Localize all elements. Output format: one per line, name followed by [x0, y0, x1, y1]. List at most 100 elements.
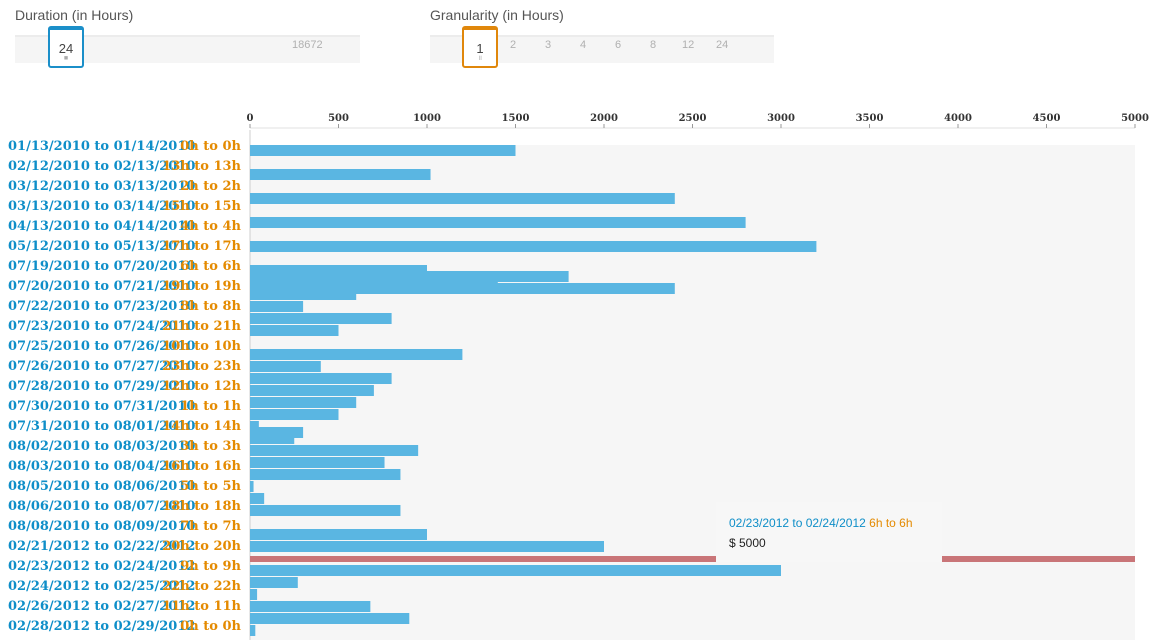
bar — [250, 349, 463, 360]
bar — [250, 457, 385, 468]
row-hour-label: 23h to 23h — [162, 359, 241, 374]
row-hour-label: 19h to 19h — [162, 279, 241, 294]
x-tick-label: 2000 — [590, 113, 618, 124]
granularity-option[interactable]: 4 — [580, 39, 587, 51]
x-tick-label: 4500 — [1033, 113, 1061, 124]
bar — [250, 427, 304, 438]
tooltip-value: $ 5000 — [729, 536, 766, 550]
granularity-slider-handle[interactable]: 1 ॥ — [462, 26, 498, 68]
granularity-option[interactable]: 2 — [510, 39, 517, 51]
row-hour-label: 1h to 1h — [180, 399, 241, 414]
row-hour-label: 10h to 10h — [162, 339, 241, 354]
row-date-label: 08/03/2010 to 08/04/2010 — [8, 459, 195, 474]
bar — [250, 283, 675, 294]
bar — [250, 373, 392, 384]
row-hour-label: 4h to 4h — [180, 219, 241, 234]
row-hour-label: 15h to 15h — [162, 199, 241, 214]
row-hour-label: 0h to 0h — [180, 619, 241, 634]
row-date-label: 07/26/2010 to 07/27/2010 — [8, 359, 195, 374]
row-date-label: 02/24/2012 to 02/25/2012 — [8, 579, 195, 594]
row-hour-label: 12h to 12h — [162, 379, 241, 394]
bar — [250, 601, 371, 612]
row-date-label: 02/12/2010 to 02/13/2010 — [8, 159, 195, 174]
bar — [250, 193, 675, 204]
bar — [250, 271, 569, 282]
row-date-label: 07/28/2010 to 07/29/2010 — [8, 379, 195, 394]
bar — [250, 481, 254, 492]
row-date-label: 07/23/2010 to 07/24/2010 — [8, 319, 195, 334]
tooltip-date: 02/23/2012 to 02/24/2012 — [729, 516, 866, 530]
granularity-option[interactable]: 6 — [615, 39, 622, 51]
x-tick-label: 1000 — [413, 113, 441, 124]
x-tick-label: 500 — [328, 113, 349, 124]
x-tick-label: 3500 — [856, 113, 884, 124]
bar — [250, 301, 304, 312]
tooltip-hours: 6h to 6h — [869, 516, 913, 530]
row-hour-label: 18h to 18h — [162, 499, 241, 514]
bar — [250, 325, 339, 336]
row-date-label: 07/19/2010 to 07/20/2010 — [8, 259, 195, 274]
row-date-label: 08/08/2010 to 08/09/2010 — [8, 519, 195, 534]
row-hour-label: 11h to 11h — [162, 599, 241, 614]
row-date-label: 07/20/2010 to 07/21/2010 — [8, 279, 195, 294]
row-date-label: 02/21/2012 to 02/22/2012 — [8, 539, 195, 554]
row-date-label: 05/12/2010 to 05/13/2010 — [8, 239, 195, 254]
grip-icon: ■ — [63, 55, 69, 62]
row-date-label: 02/26/2012 to 02/27/2012 — [8, 599, 195, 614]
row-date-label: 07/30/2010 to 07/31/2010 — [8, 399, 195, 414]
row-hour-label: 3h to 3h — [180, 439, 241, 454]
granularity-option[interactable]: 24 — [716, 39, 729, 51]
bar — [250, 265, 427, 276]
row-date-label: 03/12/2010 to 03/13/2010 — [8, 179, 195, 194]
x-tick-label: 5000 — [1121, 113, 1149, 124]
x-tick-label: 2500 — [679, 113, 707, 124]
row-hour-label: 21h to 21h — [162, 319, 241, 334]
duration-max-label: 18672 — [292, 39, 323, 51]
row-hour-label: 16h to 16h — [162, 459, 241, 474]
row-date-label: 08/02/2010 to 08/03/2010 — [8, 439, 195, 454]
bar — [250, 397, 357, 408]
bar — [250, 361, 321, 372]
bar — [250, 493, 265, 504]
row-hour-label: 8h to 8h — [180, 299, 241, 314]
row-hour-label: 2h to 2h — [180, 179, 241, 194]
bar — [250, 169, 431, 180]
bar — [250, 577, 298, 588]
bar — [250, 241, 817, 252]
row-date-label: 08/06/2010 to 08/07/2010 — [8, 499, 195, 514]
row-hour-label: 22h to 22h — [162, 579, 241, 594]
granularity-value: 1 — [476, 41, 484, 56]
row-hour-label: 7h to 7h — [180, 519, 241, 534]
bar — [250, 313, 392, 324]
granularity-option[interactable]: 8 — [650, 39, 657, 51]
x-tick-label: 0 — [247, 113, 254, 124]
bar-highlight — [250, 556, 1135, 562]
row-hour-label: 6h to 6h — [180, 259, 241, 274]
bar — [250, 385, 374, 396]
row-hour-label: 13h to 13h — [162, 159, 241, 174]
bar — [250, 613, 410, 624]
granularity-option[interactable]: 12 — [682, 39, 695, 51]
bar — [250, 217, 746, 228]
row-date-label: 07/25/2010 to 07/26/2010 — [8, 339, 195, 354]
row-date-label: 07/31/2010 to 08/01/2010 — [8, 419, 195, 434]
bar — [250, 445, 419, 456]
bar — [250, 409, 339, 420]
row-hour-label: 14h to 14h — [162, 419, 241, 434]
bar — [250, 421, 259, 432]
granularity-label: Granularity (in Hours) — [430, 7, 564, 23]
row-date-label: 01/13/2010 to 01/14/2010 — [8, 139, 195, 154]
row-hour-label: 17h to 17h — [162, 239, 241, 254]
row-hour-label: 5h to 5h — [180, 479, 241, 494]
bar — [250, 589, 258, 600]
bar — [250, 529, 427, 540]
row-date-label: 03/13/2010 to 03/14/2010 — [8, 199, 195, 214]
bar — [250, 277, 498, 288]
row-date-label: 04/13/2010 to 04/14/2010 — [8, 219, 195, 234]
granularity-option[interactable]: 3 — [545, 39, 552, 51]
bar — [250, 565, 781, 576]
chart-tooltip: 02/23/2012 to 02/24/2012 6h to 6h $ 5000 — [716, 502, 942, 562]
duration-value: 24 — [58, 41, 74, 56]
duration-slider-handle[interactable]: 24 ■ — [48, 26, 84, 68]
